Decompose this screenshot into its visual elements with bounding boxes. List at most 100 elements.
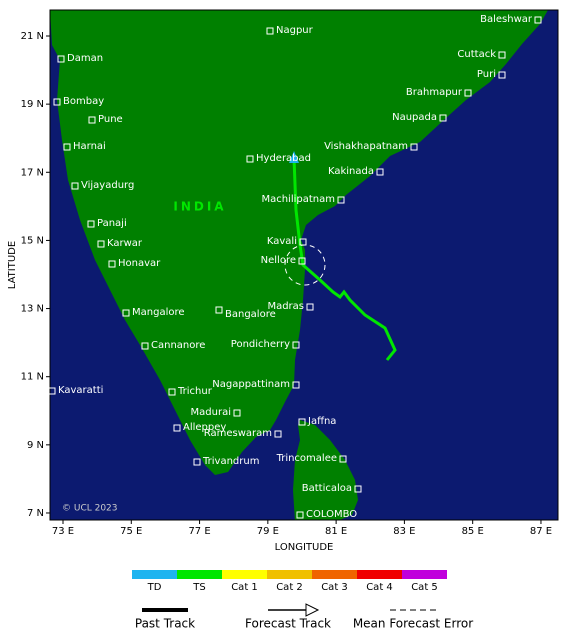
lon-tick-label: 77 E — [188, 526, 210, 537]
city-marker — [266, 27, 274, 35]
city-label: Nellore — [261, 255, 296, 266]
lon-tick-label: 87 E — [530, 526, 552, 537]
city-label: Cuttack — [457, 49, 496, 60]
intensity-label: Cat 1 — [231, 582, 258, 593]
x-axis-label: LONGITUDE — [275, 542, 334, 553]
intensity-swatch — [177, 570, 222, 579]
city-marker — [53, 98, 61, 106]
city-marker — [410, 143, 418, 151]
line-legend-label: Forecast Track — [245, 617, 331, 631]
city-marker — [376, 168, 384, 176]
city-label: Nagappattinam — [212, 379, 290, 390]
intensity-label: Cat 3 — [321, 582, 348, 593]
intensity-swatch — [402, 570, 447, 579]
city-label: Bangalore — [225, 309, 276, 320]
city-label: Honavar — [118, 258, 161, 269]
city-marker — [173, 424, 181, 432]
lon-tick-label: 85 E — [462, 526, 484, 537]
city-marker — [439, 114, 447, 122]
sri-lanka-land — [293, 420, 358, 520]
city-marker — [88, 116, 96, 124]
line-legend-label: Mean Forecast Error — [353, 617, 473, 631]
city-label: Rameswaram — [204, 428, 272, 439]
city-label: Baleshwar — [480, 14, 533, 25]
city-label: Bombay — [63, 96, 104, 107]
line-legend-label: Past Track — [135, 617, 195, 631]
lat-tick-label: 15 N — [21, 235, 44, 246]
map-frame — [49, 9, 559, 521]
city-marker — [97, 240, 105, 248]
lat-tick-label: 9 N — [27, 440, 44, 451]
city-label: Pune — [98, 114, 123, 125]
city-marker — [298, 257, 306, 265]
intensity-swatch — [222, 570, 267, 579]
city-label: Machilipatnam — [261, 194, 335, 205]
city-marker — [306, 303, 314, 311]
city-label: Trichur — [177, 386, 213, 397]
city-label: Panaji — [97, 218, 127, 229]
city-label: Madurai — [191, 407, 231, 418]
city-label: Nagpur — [276, 25, 314, 36]
city-label: Alleppey — [183, 422, 226, 433]
city-label: Kakinada — [328, 166, 374, 177]
city-label: Batticaloa — [302, 483, 352, 494]
city-marker — [292, 381, 300, 389]
intensity-swatch — [312, 570, 357, 579]
city-label: Pondicherry — [231, 339, 290, 350]
lat-tick-label: 19 N — [21, 99, 44, 110]
lat-tick-label: 11 N — [21, 372, 44, 383]
city-label: Harnai — [73, 141, 106, 152]
intensity-label: TD — [147, 582, 162, 593]
intensity-swatch — [267, 570, 312, 579]
city-marker — [354, 485, 362, 493]
city-label: Daman — [67, 53, 103, 64]
city-marker — [215, 306, 223, 314]
city-label: Madras — [267, 301, 304, 312]
intensity-label: TS — [192, 582, 205, 593]
city-label: Karwar — [107, 238, 143, 249]
city-label: Trivandrum — [202, 456, 259, 467]
lat-tick-label: 17 N — [21, 167, 44, 178]
city-label: Trincomalee — [276, 453, 337, 464]
city-marker — [534, 16, 542, 24]
td-marker — [289, 151, 299, 163]
lon-tick-label: 75 E — [120, 526, 142, 537]
city-label: Cannanore — [151, 340, 205, 351]
country-label: INDIA — [173, 200, 226, 214]
lon-tick-label: 79 E — [257, 526, 279, 537]
city-marker — [337, 196, 345, 204]
city-marker — [296, 511, 304, 519]
lat-tick-label: 7 N — [27, 508, 44, 519]
city-label: Puri — [477, 69, 496, 80]
city-label: Jaffna — [307, 416, 336, 427]
intensity-label: Cat 4 — [366, 582, 393, 593]
lon-tick-label: 81 E — [325, 526, 347, 537]
city-marker — [71, 182, 79, 190]
city-marker — [246, 155, 254, 163]
city-marker — [193, 458, 201, 466]
lon-tick-label: 73 E — [52, 526, 74, 537]
city-label: Vijayadurg — [81, 180, 134, 191]
lon-tick-label: 83 E — [393, 526, 415, 537]
city-label: Mangalore — [132, 307, 185, 318]
city-marker — [48, 387, 56, 395]
city-label: COLOMBO — [306, 509, 357, 520]
city-marker — [57, 55, 65, 63]
city-marker — [299, 238, 307, 246]
city-marker — [141, 342, 149, 350]
intensity-swatch — [357, 570, 402, 579]
lat-tick-label: 21 N — [21, 31, 44, 42]
y-axis-label: LATITUDE — [7, 241, 18, 289]
city-marker — [87, 220, 95, 228]
city-marker — [274, 430, 282, 438]
city-label: Vishakhapatnam — [324, 141, 408, 152]
lat-tick-label: 13 N — [21, 304, 44, 315]
city-label: Kavali — [267, 236, 297, 247]
intensity-label: Cat 5 — [411, 582, 438, 593]
copyright: © UCL 2023 — [62, 504, 118, 514]
city-marker — [108, 260, 116, 268]
city-marker — [168, 388, 176, 396]
city-marker — [233, 409, 241, 417]
intensity-label: Cat 2 — [276, 582, 303, 593]
